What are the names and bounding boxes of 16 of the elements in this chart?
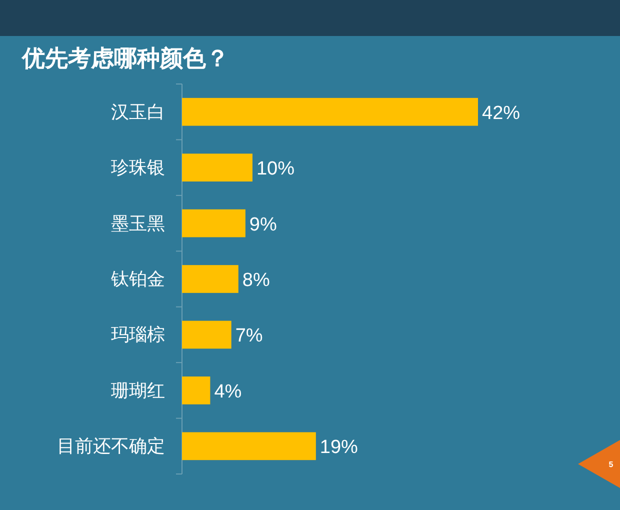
value-label: 9% (249, 214, 277, 236)
category-label: 汉玉白 (111, 102, 165, 122)
category-label: 墨玉黑 (111, 213, 165, 234)
value-label: 19% (320, 437, 358, 458)
category-label: 珊瑚红 (111, 380, 165, 400)
category-label: 玛瑙棕 (111, 324, 165, 345)
title: 优先考虑哪种颜色？ (22, 45, 229, 71)
annotation: 5 (608, 460, 614, 469)
value-label: 42% (482, 102, 520, 124)
value-label: 8% (242, 270, 270, 291)
value-label: 10% (256, 158, 294, 180)
category-label: 目前还不确定 (57, 436, 165, 456)
value-label: 4% (214, 381, 242, 402)
value-label: 7% (235, 326, 263, 347)
category-label: 珍珠银 (111, 158, 165, 178)
category-label: 钛铂金 (111, 269, 165, 289)
